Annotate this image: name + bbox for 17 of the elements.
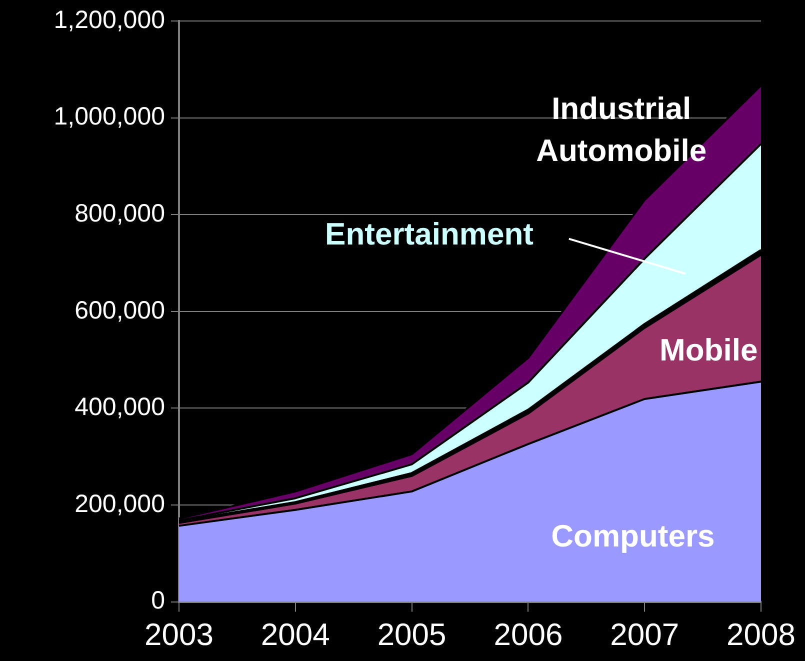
series-label: Mobile (660, 332, 758, 368)
y-tick-label: 1,000,000 (54, 102, 165, 131)
text: Entertainment (325, 216, 534, 252)
series-label: Industrial Automobile (536, 90, 707, 168)
series-label: Computers (551, 518, 715, 554)
y-tick-label: 400,000 (74, 393, 165, 422)
y-tick-label: 800,000 (74, 199, 165, 228)
y-tick-label: 0 (151, 586, 165, 615)
x-tick-label: 2008 (726, 616, 796, 652)
x-tick-label: 2007 (610, 616, 680, 652)
x-tick-label: 2006 (494, 616, 563, 652)
x-tick-label: 2004 (260, 616, 330, 652)
y-tick-label: 200,000 (74, 490, 165, 518)
y-tick-label: 600,000 (74, 296, 165, 324)
x-tick-label: 2005 (377, 616, 446, 652)
x-tick-label: 2003 (144, 616, 214, 652)
y-tick-label: 1,200,000 (54, 6, 165, 34)
